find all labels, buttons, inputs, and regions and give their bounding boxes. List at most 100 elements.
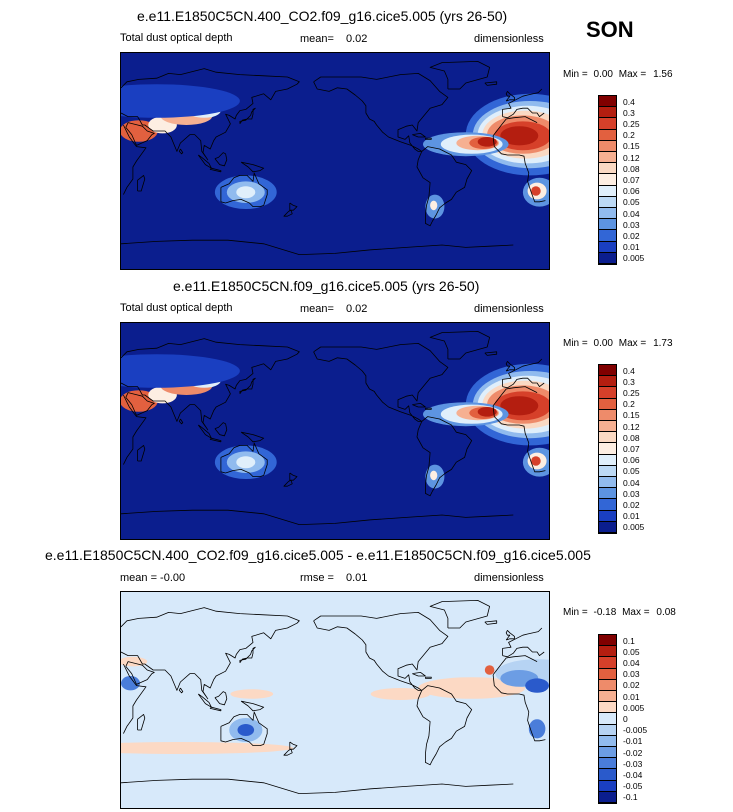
coastline (178, 687, 184, 694)
coastline (197, 424, 212, 439)
colorbar-swatch (599, 252, 616, 264)
diff-contour-australia (237, 724, 255, 736)
colorbar-tick-label: 0.05 (623, 466, 640, 477)
coastline (137, 445, 146, 462)
coastline (425, 137, 432, 140)
colorbar-swatch (599, 521, 616, 533)
coastline (425, 407, 432, 410)
coastline (121, 778, 514, 794)
colorbar-swatch (599, 118, 616, 130)
dust-contour-southern-africa (531, 186, 541, 196)
panel3-min-value: -0.18 (593, 607, 617, 618)
panel3-map-svg (121, 592, 549, 808)
panel2-min-label: Min = (563, 338, 588, 349)
coastline (239, 377, 256, 395)
coastline (220, 711, 268, 746)
panel1-mean-label: mean= (300, 33, 334, 45)
panel2-map (120, 322, 550, 540)
coastline (429, 61, 490, 90)
coastline (283, 479, 293, 487)
colorbar-swatch (599, 219, 616, 231)
colorbar-tick-label: 0.01 (623, 691, 640, 702)
coastline (220, 172, 268, 207)
diff-contour-southern-band (121, 742, 294, 754)
colorbar-swatch (599, 241, 616, 253)
colorbar-swatch (599, 96, 616, 108)
colorbar-swatch (599, 409, 616, 421)
coastline (125, 122, 155, 146)
colorbar-tick-label: 0.08 (623, 163, 640, 174)
season-label: SON (586, 17, 634, 42)
coastline (429, 331, 490, 360)
colorbar-swatch (599, 691, 616, 703)
colorbar-tick-label: 0.005 (623, 702, 645, 713)
dust-contour-sahara (500, 126, 539, 146)
colorbar-swatch (599, 163, 616, 175)
coastline (209, 706, 222, 712)
dust-contour-patagonia (430, 200, 438, 211)
panel1-units: dimensionless (474, 33, 544, 45)
colorbar-swatch (599, 174, 616, 186)
colorbar-tick-label: 0.07 (623, 444, 640, 454)
panel2-variable-label: Total dust optical depth (120, 302, 233, 314)
colorbar-tick-label: 0.02 (623, 500, 640, 510)
colorbar-tick-label: 0.25 (623, 119, 640, 129)
panel2-title: e.e11.E1850C5CN.f09_g16.cice5.005 (yrs 2… (173, 278, 480, 294)
coastline (214, 691, 228, 706)
colorbar-swatch (599, 499, 616, 511)
coastline (505, 361, 515, 372)
panel3-rmse-value: 0.01 (346, 572, 368, 584)
coastline (121, 607, 545, 700)
colorbar-swatch (599, 208, 616, 220)
panel2-mean-label: mean= (300, 303, 334, 315)
colorbar-tick-label: 0.07 (623, 175, 640, 185)
panel1-title: e.e11.E1850C5CN.400_CO2.f09_g16.cice5.00… (137, 8, 508, 24)
panel1-min-label: Min = (563, 69, 588, 80)
panel1-mean-value: 0.02 (346, 33, 368, 45)
coastline (283, 209, 293, 217)
coastline (220, 442, 268, 477)
colorbar-swatch (599, 769, 616, 781)
colorbar-swatch (599, 702, 616, 714)
colorbar-tick-label: 0.2 (623, 399, 635, 410)
panel3-units: dimensionless (474, 572, 544, 584)
panel1-minmax: Min = 0.00 Max = 1.56 (563, 69, 673, 80)
coastline (209, 167, 222, 173)
colorbar-swatch (599, 713, 616, 725)
dust-contour-australia (236, 456, 256, 469)
colorbar-swatch (599, 421, 616, 433)
dust-contour-southern-africa (531, 456, 541, 466)
colorbar-tick-label: 0.05 (623, 197, 640, 208)
coastline (121, 239, 514, 255)
coastline (214, 152, 228, 167)
panel2-mean-value: 0.02 (346, 303, 368, 315)
colorbar-swatch (599, 185, 616, 197)
colorbar-swatch (599, 635, 616, 647)
diff-contour-pacific-increase (370, 688, 431, 700)
coastline (123, 116, 546, 203)
colorbar-swatch (599, 477, 616, 489)
colorbar-tick-label: -0.05 (623, 781, 643, 792)
colorbar-swatch (599, 454, 616, 466)
diff-contour-sahara (525, 678, 549, 693)
colorbar-swatch (599, 679, 616, 691)
coastline (412, 672, 426, 677)
coastline (178, 418, 184, 425)
diff-contour-middle-east-increase (121, 656, 148, 667)
colorbar-swatch (599, 465, 616, 477)
coastline (289, 472, 298, 481)
colorbar-swatch (599, 724, 616, 736)
colorbar-swatch (599, 735, 616, 747)
colorbar-tick-label: 0.3 (623, 107, 635, 118)
diff-contour-southern-africa (528, 719, 546, 739)
panel2-colorbar: 0.4 0.3 0.25 0.2 0.15 0.12 0.08 0.07 0.06 0.05 0.0… (598, 364, 644, 534)
dust-contour-atlantic (477, 407, 497, 417)
panel1-map-svg (121, 53, 549, 269)
colorbar-tick-label: -0.01 (623, 736, 643, 747)
coastline (313, 343, 449, 422)
colorbar-swatch (599, 758, 616, 770)
colorbar-swatch (599, 780, 616, 792)
diff-contour-east-africa (121, 676, 140, 691)
colorbar-swatch (599, 152, 616, 164)
colorbar-swatch (599, 668, 616, 680)
